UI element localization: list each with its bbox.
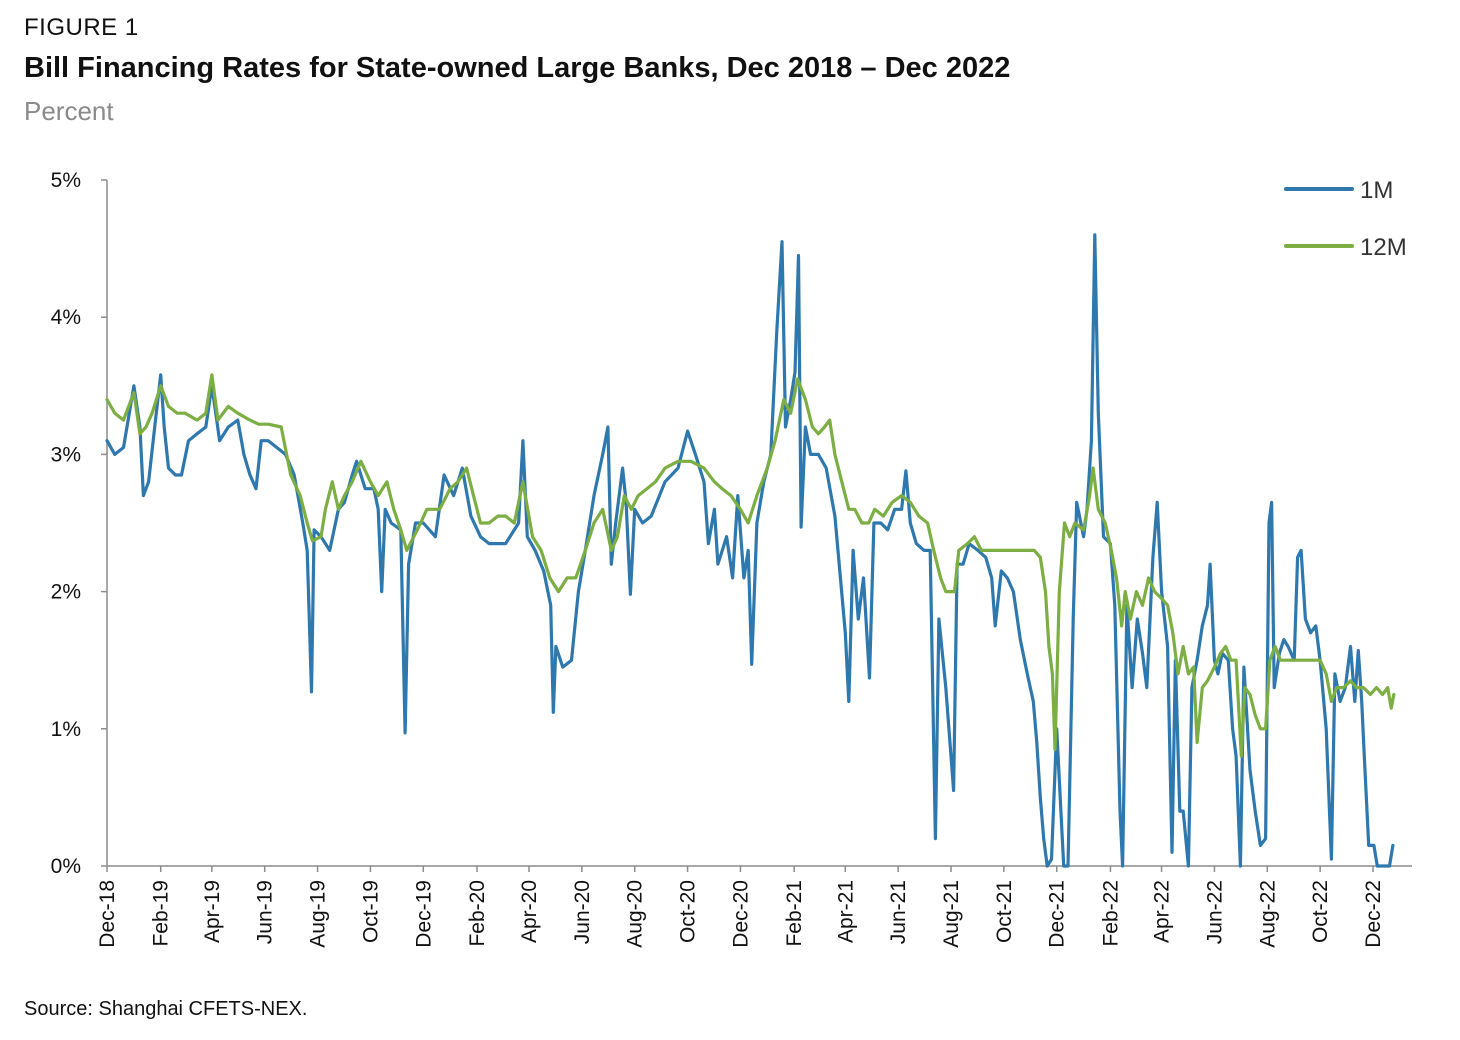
- x-tick-label: Feb-21: [783, 880, 806, 947]
- x-tick-label: Feb-20: [466, 880, 489, 947]
- x-tick-label: Dec-20: [729, 880, 752, 948]
- legend-label-1m: 1M: [1360, 177, 1393, 204]
- x-tick-label: Feb-19: [150, 880, 173, 947]
- x-tick-label: Dec-18: [96, 880, 119, 948]
- x-tick-label: Aug-21: [940, 880, 963, 948]
- x-tick-label: Aug-20: [624, 880, 647, 948]
- axes: 0% 1% 2% 3% 4% 5% Dec-18 Feb-19 Apr-19 Jun-19 Aug-…: [51, 169, 1412, 948]
- x-tick-label: Apr-19: [201, 880, 224, 943]
- x-tick-label: Feb-22: [1099, 880, 1122, 947]
- y-tick-label: 2%: [51, 581, 81, 604]
- x-tick-label: Apr-22: [1151, 880, 1174, 943]
- chart-subtitle: Percent: [24, 96, 114, 126]
- series-group: [105, 233, 1396, 868]
- y-tick-label: 0%: [51, 855, 81, 878]
- legend: 1M 12M: [1284, 177, 1407, 261]
- x-tick-label: Aug-19: [307, 880, 330, 948]
- x-tick-label: Dec-22: [1362, 880, 1385, 948]
- x-tick-label: Jun-19: [254, 880, 277, 944]
- x-tick-label: Oct-19: [359, 880, 382, 943]
- x-tick-label: Dec-19: [412, 880, 435, 948]
- x-tick-label: Apr-21: [834, 880, 857, 943]
- y-tick-label: 3%: [51, 443, 81, 466]
- line-chart: 0% 1% 2% 3% 4% 5% Dec-18 Feb-19 Apr-19 Jun-19 Aug-…: [51, 169, 1412, 948]
- x-tick-label: Dec-21: [1046, 880, 1069, 948]
- series-line-1m: [105, 233, 1395, 868]
- x-tick-label: Jun-21: [887, 880, 910, 944]
- chart-title: Bill Financing Rates for State-owned Lar…: [24, 52, 1011, 84]
- x-tick-label: Oct-22: [1309, 880, 1332, 943]
- x-tick-label: Oct-21: [993, 880, 1016, 943]
- x-tick-label: Aug-22: [1256, 880, 1279, 948]
- y-tick-label: 5%: [51, 169, 81, 192]
- x-tick-label: Jun-22: [1203, 880, 1226, 944]
- x-tick-label: Apr-20: [518, 880, 541, 943]
- x-tick-label: Jun-20: [571, 880, 594, 944]
- legend-label-12m: 12M: [1360, 234, 1407, 261]
- source-note: Source: Shanghai CFETS-NEX.: [24, 998, 308, 1020]
- y-tick-label: 4%: [51, 306, 81, 329]
- x-tick-label: Oct-20: [677, 880, 700, 943]
- figure-label: FIGURE 1: [24, 14, 139, 41]
- series-line-12m: [105, 373, 1396, 758]
- y-tick-label: 1%: [51, 718, 81, 741]
